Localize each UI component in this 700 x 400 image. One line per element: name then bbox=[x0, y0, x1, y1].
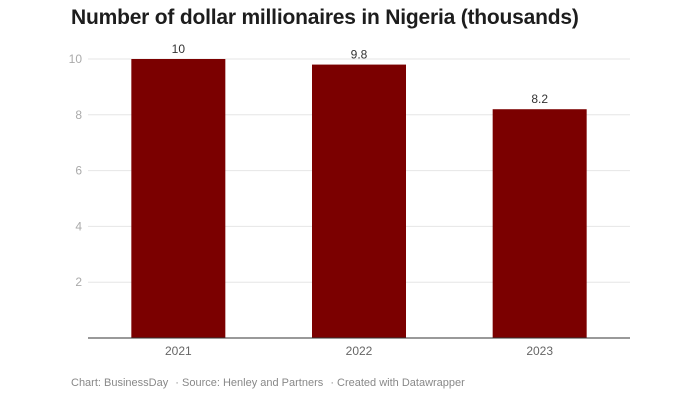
x-tick-label: 2023 bbox=[526, 344, 553, 358]
x-tick-label: 2022 bbox=[346, 344, 373, 358]
data-label: 9.8 bbox=[351, 48, 368, 62]
bar-2021 bbox=[131, 59, 226, 338]
y-tick-label: 8 bbox=[75, 108, 82, 122]
y-tick-label: 4 bbox=[75, 219, 82, 233]
bar-2022 bbox=[312, 64, 406, 338]
chart-credit: Chart: BusinessDay bbox=[71, 377, 169, 389]
bar-2023 bbox=[492, 109, 587, 338]
chart-title: Number of dollar millionaires in Nigeria… bbox=[71, 6, 579, 29]
y-tick-label: 6 bbox=[75, 164, 82, 178]
source-link[interactable]: · Source: Henley and Partners bbox=[175, 377, 324, 389]
y-tick-label: 10 bbox=[69, 52, 83, 66]
datawrapper-link[interactable]: · Created with Datawrapper bbox=[330, 377, 465, 389]
chart-footer: Chart: BusinessDay · Source: Henley and … bbox=[71, 377, 469, 389]
data-label: 8.2 bbox=[531, 92, 548, 106]
y-tick-label: 2 bbox=[75, 275, 82, 289]
x-tick-label: 2021 bbox=[165, 344, 192, 358]
data-label: 10 bbox=[172, 42, 186, 56]
